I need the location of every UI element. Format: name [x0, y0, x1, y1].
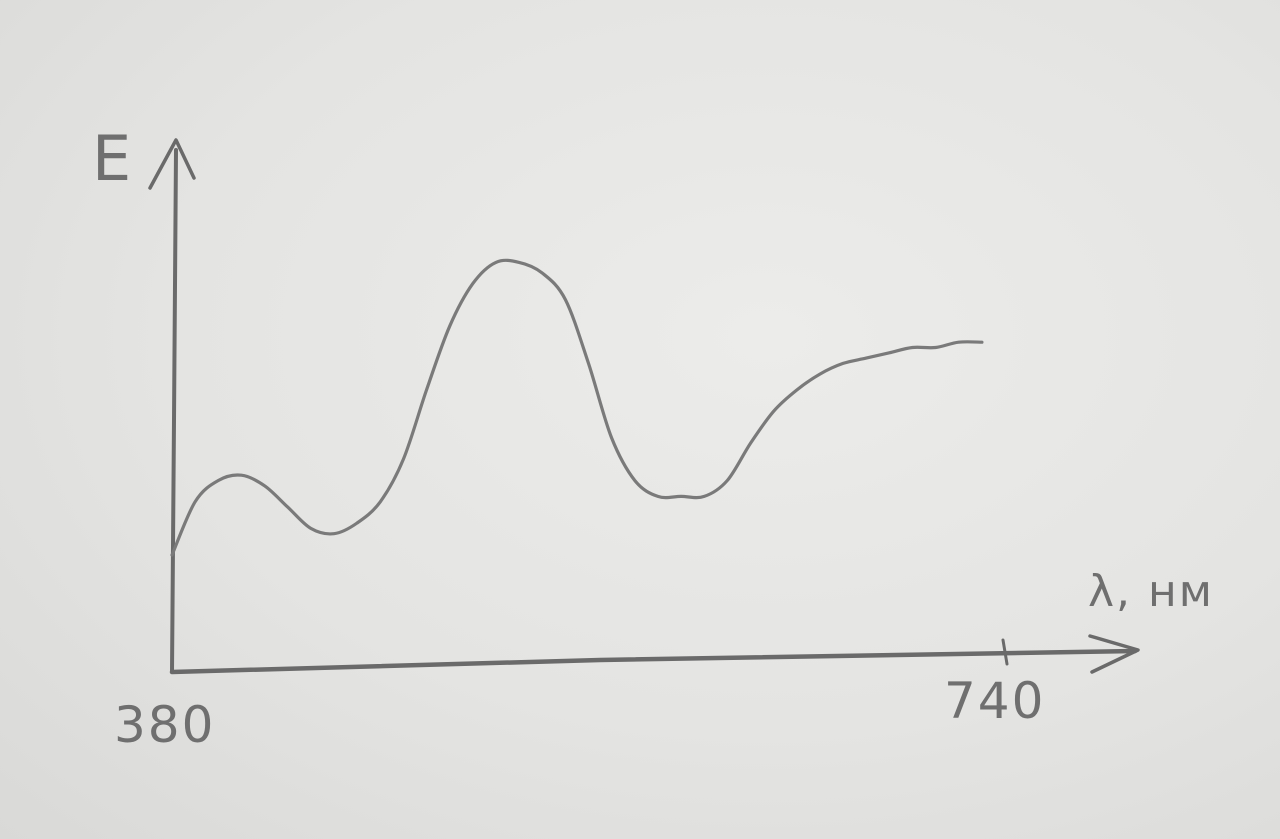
x-tick-label-740: 740 [944, 672, 1045, 730]
y-axis-arrow [148, 138, 196, 190]
series-line-0 [170, 258, 984, 557]
y-axis-label: E [92, 122, 133, 195]
x-tick-label-380: 380 [114, 696, 215, 754]
y-axis-line [170, 148, 178, 674]
x-axis-line [169, 648, 1138, 675]
plot-area [170, 258, 984, 557]
x-axis-label: λ, нм [1088, 566, 1214, 617]
x-tick-mark-740 [1001, 638, 1009, 666]
x-axis-arrow [1088, 634, 1140, 674]
axes [148, 138, 1140, 675]
